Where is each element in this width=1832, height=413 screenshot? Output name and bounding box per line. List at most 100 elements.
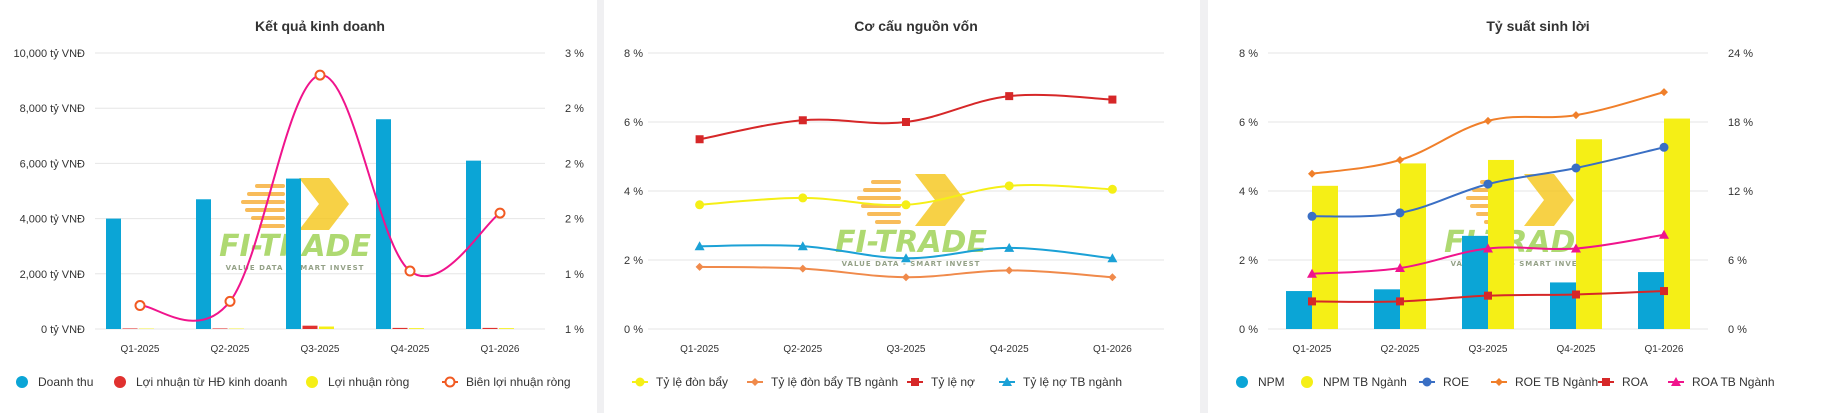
legend-label: Tỷ lệ nợ TB ngành: [1023, 375, 1122, 389]
y-left-tick-label: 0 tỷ VNĐ: [41, 324, 85, 336]
x-tick-label: Q1-2025: [121, 344, 160, 355]
y-left-tick-label: 8 %: [1239, 48, 1258, 60]
y-left-tick-label: 10,000 tỷ VNĐ: [13, 48, 85, 60]
point-ty-le-don-bay-tb-nganh: [798, 264, 807, 273]
y-left-tick-label: 6 %: [1239, 117, 1258, 129]
bar-doanh-thu: [466, 160, 481, 329]
watermark-speed-line: [875, 220, 901, 224]
y-right-tick-label: 2 %: [565, 214, 584, 226]
capital-structure-chart: Cơ cấu nguồn vốn 0 % 2 % 4 % 6 % 8 % FI-TRADEV…: [624, 18, 1164, 389]
x-tick-label: Q1-2026: [1645, 344, 1684, 355]
x-tick-label: Q2-2025: [1381, 344, 1420, 355]
point-bien-loi-nhuan-rong: [134, 300, 146, 312]
y-left-tick-label: 2,000 tỷ VNĐ: [20, 269, 85, 281]
bar-loi-nhuan-rong: [499, 328, 514, 329]
point-ty-le-don-bay: [901, 200, 911, 210]
y-right-tick-label: 6 %: [1728, 255, 1747, 267]
bar-doanh-thu: [286, 178, 301, 329]
point-roa: [1308, 297, 1316, 306]
profitability-panel: Tỷ suất sinh lời 0 % 2 % 4 % 6 % 8 % 0 % 6 % 12 …: [1208, 0, 1832, 413]
x-tick-label: Q3-2025: [887, 344, 926, 355]
bar-npm-tb-nganh: [1312, 185, 1338, 329]
x-tick-label: Q3-2025: [301, 344, 340, 355]
watermark-speed-line: [251, 216, 285, 220]
point-ty-le-no: [1005, 92, 1014, 101]
legend-label: ROA TB Ngành: [1692, 375, 1775, 389]
y-left-tick-label: 2 %: [1239, 255, 1258, 267]
point-ty-le-no: [1108, 95, 1117, 104]
bar-loi-nhuan-tu-hd-kinh-doanh: [302, 325, 318, 329]
legend-swatch: [16, 376, 28, 388]
x-tick-label: Q1-2026: [481, 344, 520, 355]
legend-label: ROE: [1443, 375, 1469, 389]
y-right-tick-label: 2 %: [565, 158, 584, 170]
point-roa-tb-nganh: [1659, 229, 1669, 239]
y-right-tick-label: 24 %: [1728, 48, 1753, 60]
point-roe: [1483, 179, 1493, 189]
point-ty-le-don-bay-tb-nganh: [1108, 273, 1117, 282]
point-roa-tb-nganh: [1571, 243, 1581, 253]
point-bien-loi-nhuan-rong: [494, 207, 506, 219]
legend-item-ty-le-no-tb-nganh: Tỷ lệ nợ TB ngành: [999, 375, 1122, 389]
x-tick-label: Q2-2025: [783, 344, 822, 355]
bar-doanh-thu: [376, 119, 391, 330]
point-ty-le-don-bay: [1004, 181, 1014, 191]
bar-npm: [1286, 291, 1312, 329]
y-left-tick-label: 8,000 tỷ VNĐ: [20, 103, 85, 115]
x-tick-label: Q1-2025: [1293, 344, 1332, 355]
x-tick-label: Q1-2025: [680, 344, 719, 355]
chart-title: Cơ cấu nguồn vốn: [854, 18, 978, 34]
legend-label: Biên lợi nhuận ròng: [466, 375, 571, 389]
bar-npm: [1638, 272, 1664, 329]
point-ty-le-don-bay-tb-nganh: [1005, 266, 1014, 275]
y-left-tick-label: 0 %: [624, 324, 643, 336]
point-roe: [1659, 142, 1669, 152]
legend-swatch: [114, 376, 126, 388]
bar-loi-nhuan-rong: [409, 328, 424, 329]
watermark-speed-line: [259, 224, 285, 228]
bar-npm-tb-nganh: [1576, 139, 1602, 329]
bar-doanh-thu: [106, 218, 121, 329]
watermark-tagline: VALUE DATA - SMART INVEST: [1451, 260, 1590, 268]
y-right-tick-label: 0 %: [1728, 324, 1747, 336]
y-left-tick-label: 4 %: [624, 186, 643, 198]
point-roa: [1572, 290, 1580, 299]
y-left-tick-label: 6,000 tỷ VNĐ: [20, 158, 85, 170]
legend-marker: [1671, 377, 1681, 386]
point-ty-le-no: [902, 118, 910, 126]
watermark-chevron-icon: [299, 178, 349, 230]
legend-marker: [1495, 378, 1503, 386]
watermark-chevron-icon: [1524, 174, 1574, 226]
bar-loi-nhuan-tu-hd-kinh-doanh: [392, 327, 408, 329]
legend-item-loi-nhuan-rong: Lợi nhuận ròng: [306, 375, 409, 389]
legend-label: NPM TB Ngành: [1323, 375, 1407, 389]
point-bien-loi-nhuan-rong: [314, 69, 326, 81]
legend-item-ty-le-don-bay: Tỷ lệ đòn bẩy: [632, 375, 728, 389]
y-right-tick-label: 2 %: [565, 103, 584, 115]
x-tick-label: Q4-2025: [391, 344, 430, 355]
legend-label: Doanh thu: [38, 375, 93, 389]
x-tick-label: Q1-2026: [1093, 344, 1132, 355]
legend-label: NPM: [1258, 375, 1285, 389]
legend-item-npm-tb-nganh: NPM TB Ngành: [1301, 375, 1407, 389]
bar-npm-tb-nganh: [1488, 159, 1514, 329]
legend-item-ty-le-no: Tỷ lệ nợ: [907, 375, 975, 389]
point-ty-le-don-bay-tb-nganh: [695, 262, 704, 271]
legend-item-roa: ROA: [1598, 375, 1648, 389]
bar-loi-nhuan-tu-hd-kinh-doanh: [122, 328, 138, 329]
point-ty-le-don-bay: [695, 200, 705, 210]
watermark-speed-line: [871, 180, 901, 184]
chart-title: Kết quả kinh doanh: [255, 18, 385, 34]
x-tick-label: Q4-2025: [990, 344, 1029, 355]
y-left-tick-label: 4,000 tỷ VNĐ: [20, 214, 85, 226]
legend-marker: [444, 376, 456, 388]
point-roa: [1660, 287, 1668, 296]
watermark-speed-line: [857, 196, 901, 200]
legend-marker: [911, 378, 919, 386]
point-roe-tb-nganh: [1484, 116, 1492, 125]
point-roe: [1571, 163, 1581, 173]
legend-marker: [635, 377, 645, 387]
legend-item-roa-tb-nganh: ROA TB Ngành: [1668, 375, 1775, 389]
legend-label: ROA: [1622, 375, 1648, 389]
bar-loi-nhuan-tu-hd-kinh-doanh: [482, 327, 498, 329]
